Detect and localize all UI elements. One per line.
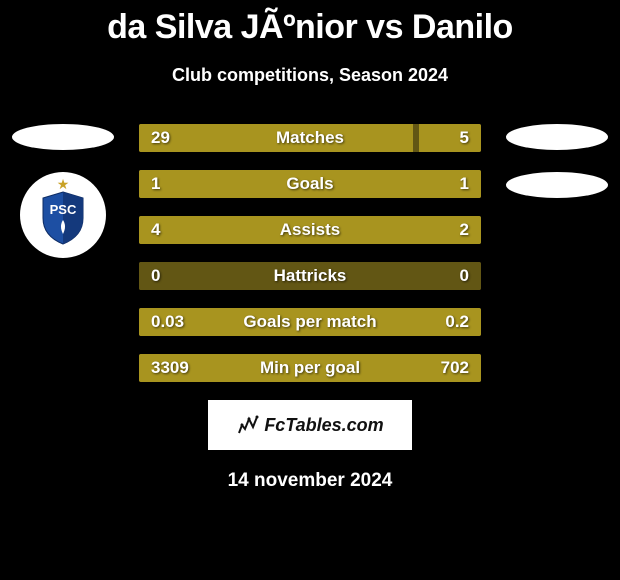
- stat-bar: 00Hattricks: [139, 262, 481, 290]
- stats-bars: 295Matches 11Goals 42Assists 00Hattricks 0.0…: [139, 124, 481, 382]
- stat-label: Min per goal: [139, 354, 481, 382]
- stat-label: Goals per match: [139, 308, 481, 336]
- right-player-column: [502, 124, 612, 220]
- right-player-oval-1: [506, 124, 608, 150]
- stat-label: Goals: [139, 170, 481, 198]
- left-club-badge: ★ PSC: [20, 172, 106, 258]
- left-player-oval: [12, 124, 114, 150]
- date-text: 14 november 2024: [0, 470, 620, 492]
- svg-text:PSC: PSC: [50, 202, 77, 217]
- stat-bar: 0.030.2Goals per match: [139, 308, 481, 336]
- shield-icon: PSC: [39, 190, 87, 246]
- attribution-badge: FcTables.com: [208, 400, 412, 450]
- stat-bar: 295Matches: [139, 124, 481, 152]
- fctables-logo-icon: [236, 413, 260, 437]
- left-player-column: ★ PSC: [8, 124, 118, 258]
- right-player-oval-2: [506, 172, 608, 198]
- stat-bar: 3309702Min per goal: [139, 354, 481, 382]
- attribution-text: FcTables.com: [264, 415, 383, 436]
- stat-bar: 42Assists: [139, 216, 481, 244]
- stat-label: Matches: [139, 124, 481, 152]
- stat-label: Assists: [139, 216, 481, 244]
- stat-bar: 11Goals: [139, 170, 481, 198]
- subtitle: Club competitions, Season 2024: [0, 65, 620, 86]
- page-title: da Silva JÃºnior vs Danilo: [0, 0, 620, 47]
- comparison-area: ★ PSC 295Matches 11Goals 42Assists 00Hattri…: [0, 124, 620, 382]
- stat-label: Hattricks: [139, 262, 481, 290]
